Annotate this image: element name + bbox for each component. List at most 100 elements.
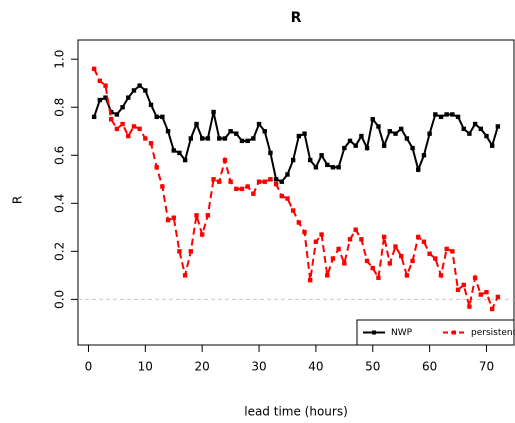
data-point [461,282,466,288]
data-point [126,133,131,139]
legend-box [356,319,515,346]
data-point [114,112,120,117]
data-point [143,88,148,93]
data-point [376,124,381,129]
data-point [234,131,239,136]
data-point [211,177,216,182]
data-point [467,304,472,309]
data-point [256,179,262,184]
data-point [285,196,290,201]
data-point [308,277,313,283]
data-point [416,234,421,240]
data-point [467,131,472,136]
data-point [120,105,125,110]
data-point [165,217,171,223]
data-point [228,179,233,184]
data-point [370,265,375,271]
data-point [279,193,284,199]
x-tick-label: 10 [138,360,153,374]
data-point [495,294,501,300]
y-tick-label: 0.6 [53,146,67,165]
data-point [489,306,495,312]
data-point [120,121,125,127]
data-point [239,186,245,192]
data-point [347,237,353,242]
data-point [109,109,114,115]
data-point [364,145,370,151]
data-point [199,136,205,141]
data-point [455,287,461,292]
data-point [302,131,307,136]
data-point [319,153,324,158]
data-point [433,112,438,117]
data-point [154,114,159,120]
data-point [484,133,489,139]
data-point [416,167,421,172]
data-point [376,275,381,280]
data-point [182,273,188,278]
data-point [450,112,455,117]
data-point [279,179,284,184]
data-point [262,129,267,134]
data-point [342,261,347,266]
data-point [131,124,137,129]
data-point [455,114,461,120]
data-point [290,208,296,213]
x-tick-label: 50 [365,360,380,374]
data-point [285,172,290,177]
data-point [347,138,353,144]
x-tick-label: 70 [479,360,494,374]
y-tick-label: 1.0 [53,50,67,69]
data-point [290,157,296,163]
data-point [461,126,466,132]
data-point [154,165,159,170]
data-point [137,83,142,88]
x-tick-label: 40 [308,360,323,374]
data-point [325,273,330,278]
data-point [217,136,222,141]
data-point [319,232,324,237]
y-tick-label: 0.0 [53,290,67,309]
data-point [188,249,194,254]
data-point [228,129,233,134]
data-point [450,249,455,254]
data-point [370,117,375,122]
data-point [489,143,495,148]
data-point [387,261,393,266]
data-point [484,289,489,295]
data-point [325,162,330,168]
data-point [427,131,432,136]
data-point [342,145,347,151]
legend-label: persistence [471,328,515,338]
data-point [143,136,148,141]
data-point [410,258,415,264]
data-point [410,145,415,151]
data-point [171,148,176,153]
x-tick-label: 60 [422,360,437,374]
data-point [177,150,182,156]
y-axis-label: R [11,196,25,204]
x-axis-label: lead time (hours) [244,405,348,419]
data-point [313,165,319,170]
data-point [393,244,398,249]
data-point [109,117,114,122]
data-point [313,239,319,244]
data-point [478,292,483,297]
legend-marker [452,330,456,335]
data-point [404,273,410,278]
data-point [91,66,97,72]
data-point [239,138,245,144]
data-point [262,179,267,184]
data-point [438,273,444,278]
data-point [421,153,427,158]
data-point [188,136,194,141]
data-point [398,253,404,259]
data-point [234,186,239,192]
data-point [296,220,302,225]
data-point [91,114,97,120]
data-point [97,78,103,84]
data-point [97,97,103,103]
legend: NWP persistence [356,319,515,346]
data-point [148,102,154,108]
data-point [194,213,199,218]
